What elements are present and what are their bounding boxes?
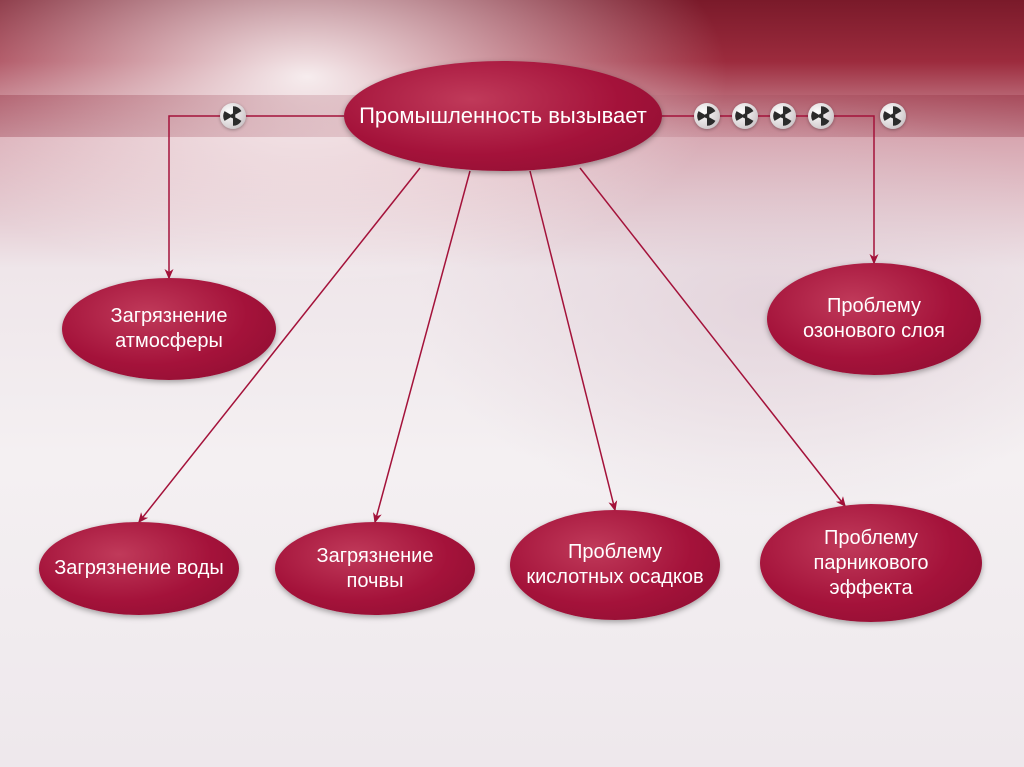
connector-atm — [169, 116, 344, 278]
radiation-icon — [880, 103, 906, 129]
connector-ozone — [662, 116, 874, 263]
node-label: Проблему кислотных осадков — [524, 540, 706, 590]
radiation-icon — [694, 103, 720, 129]
node-root: Промышленность вызывает — [344, 61, 662, 171]
radiation-icon — [808, 103, 834, 129]
node-acid: Проблему кислотных осадков — [510, 510, 720, 620]
node-ozone: Проблему озонового слоя — [767, 263, 981, 375]
node-green: Проблему парникового эффекта — [760, 504, 982, 622]
node-label: Проблему парникового эффекта — [774, 526, 968, 601]
node-label: Загрязнение почвы — [289, 544, 461, 594]
connector-soil — [375, 171, 470, 522]
diagram-stage: Промышленность вызывает Загрязнение атмос… — [0, 0, 1024, 767]
connector-acid — [530, 171, 615, 510]
node-atm: Загрязнение атмосферы — [62, 278, 276, 380]
radiation-icon — [732, 103, 758, 129]
node-water: Загрязнение воды — [39, 522, 239, 615]
radiation-icon — [220, 103, 246, 129]
node-soil: Загрязнение почвы — [275, 522, 475, 615]
node-label: Загрязнение атмосферы — [76, 304, 262, 354]
radiation-icon — [770, 103, 796, 129]
node-label: Промышленность вызывает — [359, 102, 647, 130]
node-label: Загрязнение воды — [54, 556, 224, 581]
node-label: Проблему озонового слоя — [781, 294, 967, 344]
